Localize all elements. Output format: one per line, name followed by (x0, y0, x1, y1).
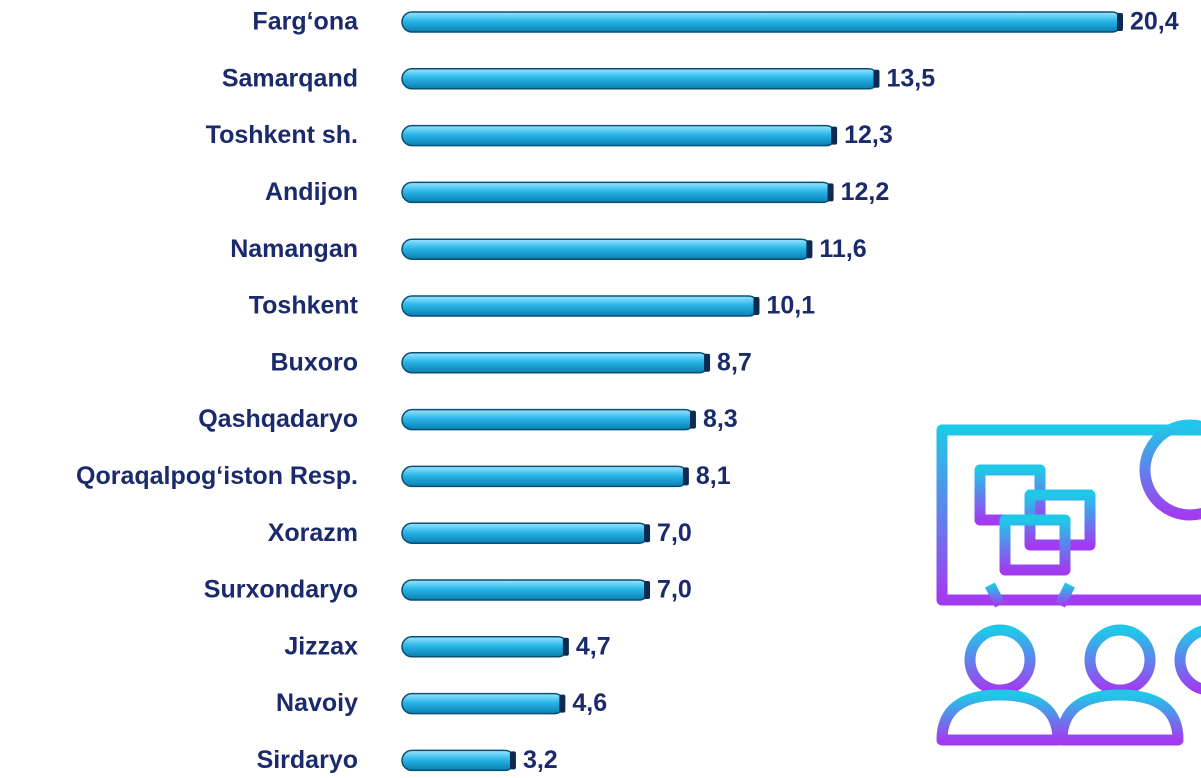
bar (401, 749, 516, 772)
value-label: 8,3 (703, 405, 738, 433)
bar-end (689, 410, 696, 429)
bar (401, 636, 569, 658)
bar-end (559, 694, 566, 713)
value-label: 8,7 (717, 348, 752, 376)
bar (401, 68, 880, 90)
bar (401, 124, 837, 147)
bar-end (873, 69, 880, 88)
value-label: 13,5 (886, 64, 935, 92)
value-label: 4,7 (576, 632, 611, 660)
category-label: Jizzax (284, 632, 358, 660)
category-label: Farg‘ona (252, 8, 359, 36)
bar-end (562, 637, 569, 656)
category-label: Surxondaryo (204, 576, 358, 604)
bar (401, 692, 566, 715)
category-label: Xorazm (268, 519, 358, 547)
bar-end (509, 751, 516, 770)
value-label: 3,2 (523, 746, 558, 774)
value-label: 11,6 (819, 235, 866, 263)
bar (401, 465, 689, 488)
value-label: 12,3 (844, 121, 893, 149)
bar-end (806, 240, 813, 259)
category-label: Qashqadaryo (198, 405, 358, 433)
value-label: 12,2 (841, 178, 890, 206)
category-label: Namangan (230, 235, 358, 263)
category-label: Toshkent sh. (206, 121, 358, 149)
bar-end (831, 126, 838, 145)
bar-end (704, 353, 711, 372)
bar-end (682, 467, 689, 486)
bar-end (827, 183, 834, 202)
value-label: 7,0 (657, 576, 692, 604)
bar-end (1117, 13, 1123, 31)
bar-end (753, 297, 760, 315)
value-label: 20,4 (1130, 8, 1179, 36)
bar (401, 522, 650, 544)
bar (401, 579, 650, 601)
bar (401, 408, 696, 431)
category-label: Toshkent (249, 292, 359, 320)
category-label: Andijon (265, 178, 358, 206)
bar (401, 295, 760, 317)
value-label: 7,0 (657, 519, 692, 547)
category-label: Buxoro (271, 348, 359, 376)
bar (401, 11, 1123, 33)
bar (401, 352, 710, 374)
category-label: Sirdaryo (257, 746, 358, 774)
category-label: Qoraqalpog‘iston Resp. (76, 462, 358, 490)
bar (401, 238, 813, 260)
value-label: 10,1 (766, 292, 815, 320)
bar-end (644, 581, 651, 599)
bar-end (644, 524, 651, 543)
bar (401, 181, 834, 204)
value-label: 4,6 (572, 689, 607, 717)
presentation-icon (930, 419, 1201, 746)
category-label: Navoiy (276, 689, 358, 717)
category-label: Samarqand (222, 64, 358, 92)
value-label: 8,1 (696, 462, 731, 490)
